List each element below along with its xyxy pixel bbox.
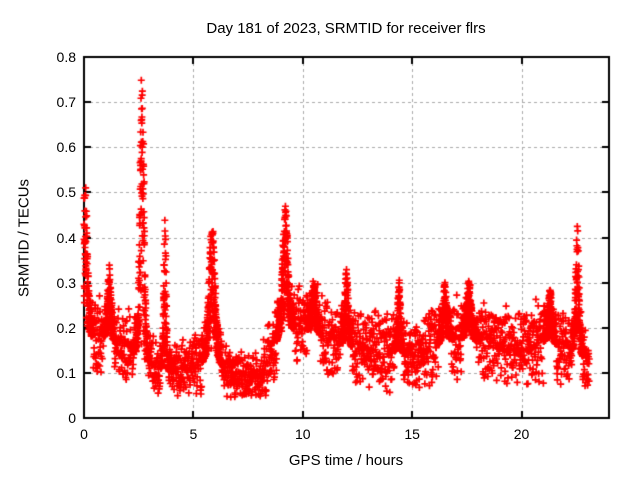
x-axis-title: GPS time / hours: [288, 452, 404, 469]
x-tick-label: 10: [294, 426, 311, 442]
chart-title: Day 181 of 2023, SRMTID for receiver flr…: [206, 20, 486, 37]
y-tick-label: 0.7: [56, 94, 76, 111]
x-tick-label: 0: [80, 426, 88, 442]
y-tick-label: 0.2: [56, 319, 76, 336]
x-tick-label: 5: [189, 426, 198, 442]
y-tick-label: 0.8: [56, 49, 76, 65]
y-tick-label: 0.1: [56, 364, 76, 381]
y-tick-label: 0.4: [56, 229, 76, 246]
y-tick-label: 0.6: [56, 139, 76, 156]
y-tick-label: 0: [68, 410, 76, 426]
x-tick-label: 15: [404, 426, 420, 442]
y-tick-label: 0.3: [56, 274, 76, 291]
x-tick-label: 20: [513, 426, 530, 442]
y-tick-label: 0.5: [56, 184, 76, 201]
